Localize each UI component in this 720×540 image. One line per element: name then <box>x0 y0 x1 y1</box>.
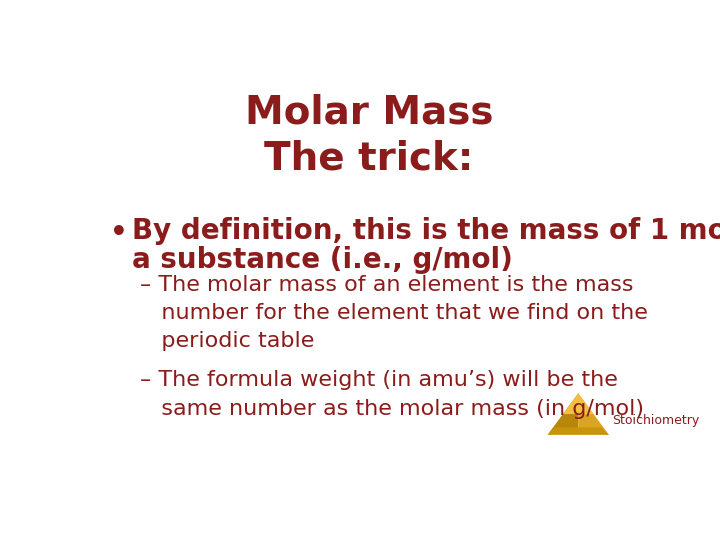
Text: The trick:: The trick: <box>264 140 474 178</box>
Polygon shape <box>547 427 609 435</box>
Text: Stoichiometry: Stoichiometry <box>612 414 699 427</box>
Text: same number as the molar mass (in g/mol): same number as the molar mass (in g/mol) <box>140 399 644 418</box>
Text: number for the element that we find on the: number for the element that we find on t… <box>140 303 648 323</box>
Polygon shape <box>578 393 609 435</box>
Text: By definition, this is the mass of 1 mol of: By definition, this is the mass of 1 mol… <box>132 217 720 245</box>
Text: – The molar mass of an element is the mass: – The molar mass of an element is the ma… <box>140 275 634 295</box>
Text: •: • <box>109 219 127 247</box>
Text: periodic table: periodic table <box>140 332 315 352</box>
Text: Molar Mass: Molar Mass <box>245 94 493 132</box>
Polygon shape <box>563 393 593 414</box>
Polygon shape <box>547 393 578 435</box>
Text: a substance (i.e., g/mol): a substance (i.e., g/mol) <box>132 246 513 274</box>
Text: – The formula weight (in amu’s) will be the: – The formula weight (in amu’s) will be … <box>140 370 618 390</box>
